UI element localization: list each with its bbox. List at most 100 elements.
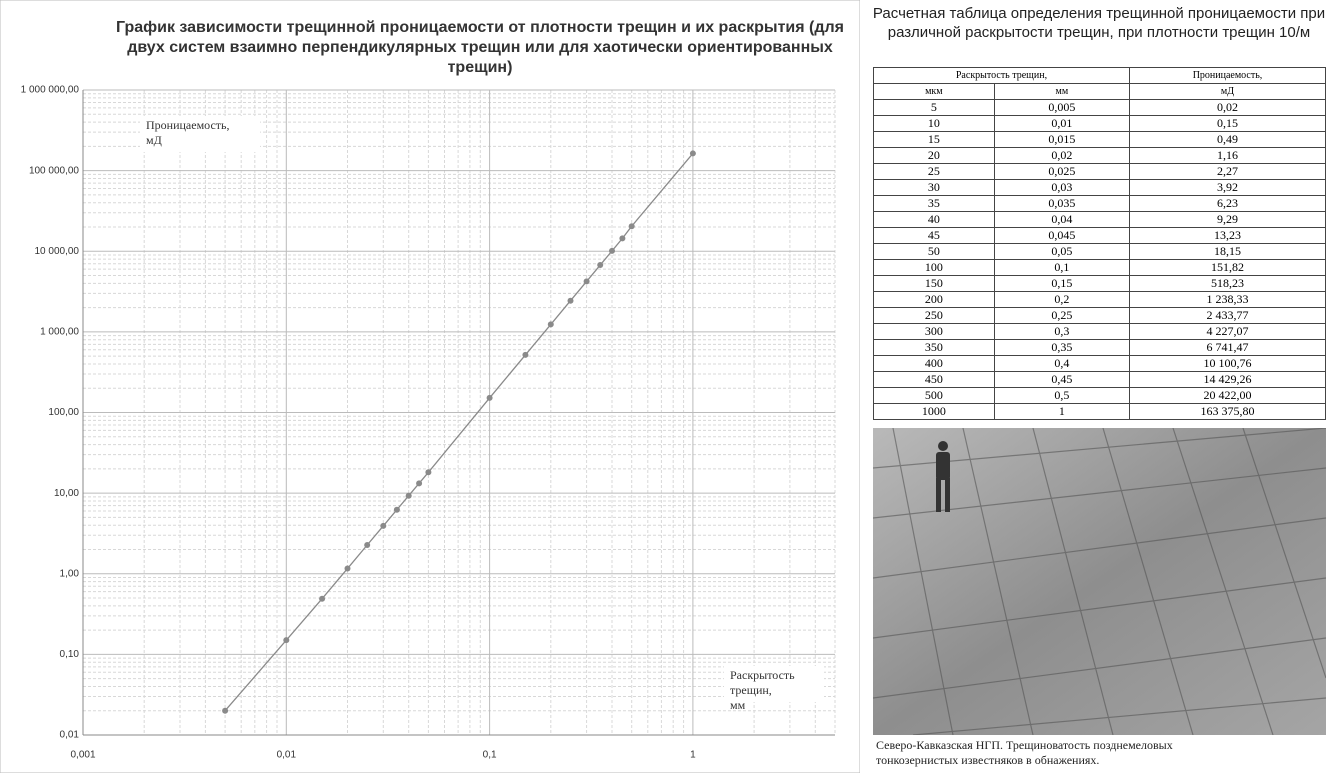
table-cell: 0,03 — [994, 180, 1129, 196]
table-cell: 5 — [874, 100, 995, 116]
chart-title: График зависимости трещинной проницаемос… — [110, 18, 850, 78]
table-cell: 0,5 — [994, 388, 1129, 404]
data-point — [584, 278, 590, 284]
table-cell: 200 — [874, 292, 995, 308]
table-cell: 300 — [874, 324, 995, 340]
y-tick-label: 1,00 — [60, 568, 80, 579]
table-cell: 0,01 — [994, 116, 1129, 132]
y-tick-label: 0,10 — [60, 649, 80, 660]
table-cell: 6,23 — [1129, 196, 1325, 212]
data-point — [394, 507, 400, 513]
table-cell: 0,02 — [994, 148, 1129, 164]
table-cell: 4 227,07 — [1129, 324, 1325, 340]
table-cell: 20 — [874, 148, 995, 164]
table-cell: 14 429,26 — [1129, 372, 1325, 388]
table-cell: 0,45 — [994, 372, 1129, 388]
table-cell: 0,35 — [994, 340, 1129, 356]
y-tick-label: 10 000,00 — [35, 246, 80, 257]
y-tick-label: 100,00 — [48, 407, 79, 418]
table-cell: 0,15 — [1129, 116, 1325, 132]
table-header: Проницаемость, — [1129, 68, 1325, 84]
table-cell: 50 — [874, 244, 995, 260]
y-tick-label: 10,00 — [54, 488, 79, 499]
data-point — [619, 235, 625, 241]
table-cell: 1,16 — [1129, 148, 1325, 164]
table-header: Раскрытость трещин, — [874, 68, 1130, 84]
table-cell: 18,15 — [1129, 244, 1325, 260]
table-row: Раскрытость трещин,Проницаемость, — [874, 68, 1326, 84]
table-cell: 6 741,47 — [1129, 340, 1325, 356]
table-cell: 151,82 — [1129, 260, 1325, 276]
data-point — [222, 708, 228, 714]
table-cell: 0,045 — [994, 228, 1129, 244]
x-tick-label: 0,1 — [483, 750, 497, 761]
table-cell: 25 — [874, 164, 995, 180]
data-point — [597, 262, 603, 268]
table-cell: 0,035 — [994, 196, 1129, 212]
table-cell: 0,4 — [994, 356, 1129, 372]
data-point — [344, 566, 350, 572]
chart-frame — [0, 0, 860, 773]
data-point — [548, 321, 554, 327]
page: 0,010,101,0010,00100,001 000,0010 000,00… — [0, 0, 1330, 773]
table-cell: 30 — [874, 180, 995, 196]
table-cell: 250 — [874, 308, 995, 324]
table-cell: 0,3 — [994, 324, 1129, 340]
table-cell: 150 — [874, 276, 995, 292]
table-cell: 9,29 — [1129, 212, 1325, 228]
data-point — [319, 596, 325, 602]
data-point — [629, 223, 635, 229]
table-cell: 518,23 — [1129, 276, 1325, 292]
table-cell: 450 — [874, 372, 995, 388]
data-point — [406, 493, 412, 499]
data-point — [609, 248, 615, 254]
caption-line: тонкозернистых известняков в обнажениях. — [876, 753, 1173, 768]
table-cell: 0,1 — [994, 260, 1129, 276]
table-cell: 13,23 — [1129, 228, 1325, 244]
table-row: 1000,1151,82 — [874, 260, 1326, 276]
table-cell: 0,015 — [994, 132, 1129, 148]
table-row: 500,0518,15 — [874, 244, 1326, 260]
x-tick-label: 0,001 — [70, 750, 95, 761]
table-cell: 0,05 — [994, 244, 1129, 260]
y-tick-label: 1 000 000,00 — [21, 85, 80, 96]
table-cell: 0,025 — [994, 164, 1129, 180]
table-cell: 45 — [874, 228, 995, 244]
data-point — [568, 298, 574, 304]
y-tick-label: 100 000,00 — [29, 165, 79, 176]
table-cell: 0,005 — [994, 100, 1129, 116]
table-title: Расчетная таблица определения трещинной … — [870, 4, 1328, 42]
table-cell: 350 — [874, 340, 995, 356]
table-subheader: мм — [994, 84, 1129, 100]
data-point — [283, 637, 289, 643]
table-cell: 35 — [874, 196, 995, 212]
table-row: 4000,410 100,76 — [874, 356, 1326, 372]
table-cell: 0,25 — [994, 308, 1129, 324]
table-cell: 10 — [874, 116, 995, 132]
data-point — [522, 352, 528, 358]
table-row: 50,0050,02 — [874, 100, 1326, 116]
table-cell: 40 — [874, 212, 995, 228]
table-cell: 1 — [994, 404, 1129, 420]
table-cell: 500 — [874, 388, 995, 404]
table-cell: 2,27 — [1129, 164, 1325, 180]
x-tick-label: 1 — [690, 750, 696, 761]
table-row: 3500,356 741,47 — [874, 340, 1326, 356]
photo-caption: Северо-Кавказская НГП. Трещиноватость по… — [876, 738, 1173, 768]
data-point — [690, 150, 696, 156]
